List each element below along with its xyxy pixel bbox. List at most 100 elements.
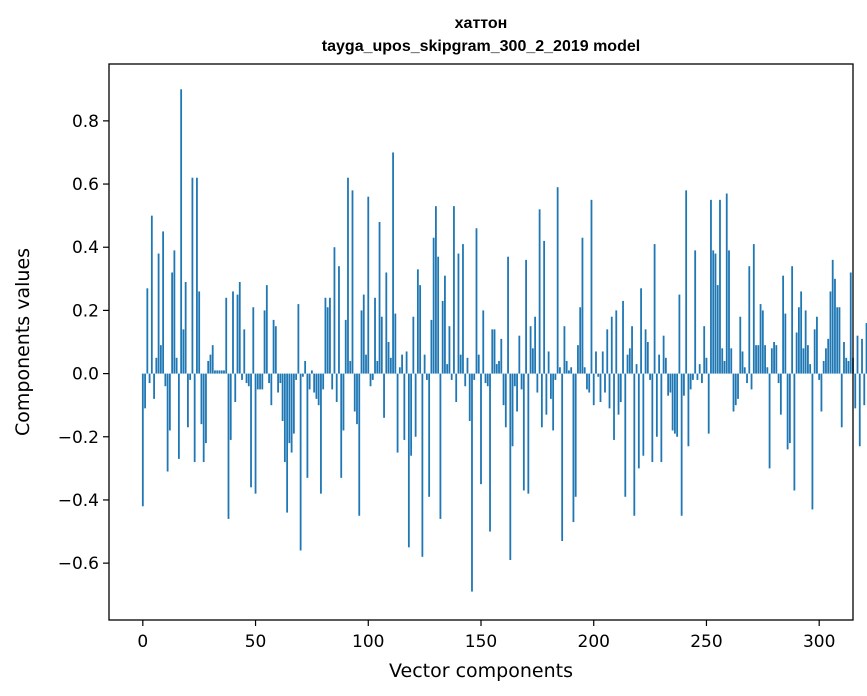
bar-260 <box>728 250 730 374</box>
y-tick-label-7: 0.8 <box>72 112 99 132</box>
bar-93 <box>351 190 354 374</box>
bar-112 <box>394 313 397 374</box>
chart-title: хаттон <box>455 15 508 32</box>
bar-234 <box>669 373 672 393</box>
bar-33 <box>216 370 219 374</box>
x-tick-label-150: 150 <box>465 632 497 652</box>
bar-217 <box>631 326 633 374</box>
bar-65 <box>288 373 291 444</box>
bar-18 <box>182 329 185 374</box>
bar-52 <box>259 373 261 390</box>
bar-287 <box>788 373 791 444</box>
bar-220 <box>637 373 640 469</box>
x-axis-label: Vector components <box>389 660 573 682</box>
bar-78 <box>317 373 320 406</box>
bar-110 <box>389 357 392 374</box>
bar-28 <box>205 373 207 444</box>
bar-24 <box>196 177 198 374</box>
bar-204 <box>601 351 604 374</box>
bar-208 <box>610 316 613 374</box>
bar-124 <box>421 373 424 557</box>
bar-241 <box>685 190 688 374</box>
bar-232 <box>664 357 667 374</box>
bar-165 <box>513 373 516 387</box>
bar-300 <box>818 373 821 380</box>
bar-170 <box>525 259 527 374</box>
bar-246 <box>696 373 699 380</box>
bar-143 <box>464 373 467 387</box>
bar-175 <box>536 373 539 393</box>
bar-26 <box>200 373 203 425</box>
bar-14 <box>173 250 176 374</box>
bar-155 <box>491 329 494 374</box>
bar-279 <box>770 348 773 374</box>
x-tick-label-250: 250 <box>690 632 722 652</box>
bar-185 <box>559 367 561 374</box>
bar-42 <box>236 294 239 374</box>
bar-152 <box>484 373 487 384</box>
bar-313 <box>847 360 850 374</box>
bar-205 <box>604 373 606 393</box>
bar-164 <box>511 373 514 447</box>
bar-192 <box>574 373 577 497</box>
bar-194 <box>579 307 582 374</box>
bar-242 <box>687 373 690 447</box>
bar-85 <box>333 247 336 374</box>
bar-57 <box>270 373 273 406</box>
bar-219 <box>635 364 638 374</box>
bar-126 <box>425 373 428 380</box>
bar-190 <box>570 367 573 374</box>
bar-149 <box>477 354 480 374</box>
x-tick-label-300: 300 <box>803 632 835 652</box>
bar-67 <box>292 373 295 434</box>
bar-189 <box>568 370 570 374</box>
bar-199 <box>590 199 593 374</box>
bar-307 <box>834 278 836 374</box>
bar-306 <box>831 259 834 374</box>
bar-87 <box>338 266 340 374</box>
bar-147 <box>473 373 476 380</box>
bar-118 <box>407 373 410 548</box>
bar-60 <box>277 373 279 393</box>
bar-109 <box>387 342 390 374</box>
bar-153 <box>486 373 489 387</box>
bar-98 <box>362 294 365 374</box>
bar-163 <box>509 373 512 560</box>
bar-162 <box>507 256 509 374</box>
bar-226 <box>651 373 654 463</box>
bar-314 <box>849 272 852 374</box>
bar-171 <box>527 373 530 494</box>
bar-238 <box>678 294 681 374</box>
bar-229 <box>658 354 661 374</box>
bar-37 <box>225 297 228 374</box>
bar-303 <box>825 348 827 374</box>
bar-180 <box>547 351 550 374</box>
bar-54 <box>263 310 266 374</box>
bar-81 <box>324 297 327 374</box>
bar-151 <box>482 310 485 374</box>
bar-48 <box>250 373 252 488</box>
bar-121 <box>414 373 417 437</box>
bar-216 <box>628 348 631 374</box>
x-tick-label-0: 0 <box>137 632 148 652</box>
bar-86 <box>335 373 338 403</box>
bar-16 <box>177 373 180 459</box>
bar-75 <box>311 370 313 374</box>
bar-117 <box>405 351 408 374</box>
bar-270 <box>750 373 753 390</box>
bar-97 <box>360 310 363 374</box>
bar-142 <box>462 244 464 374</box>
bar-184 <box>556 187 559 374</box>
bar-209 <box>613 373 615 440</box>
bar-35 <box>220 370 223 374</box>
bar-148 <box>475 228 478 374</box>
bar-1 <box>144 373 146 409</box>
bar-22 <box>191 177 194 374</box>
bar-261 <box>730 348 733 374</box>
bar-89 <box>342 373 345 431</box>
bar-268 <box>746 373 748 384</box>
bar-56 <box>268 373 270 384</box>
bar-230 <box>660 373 663 463</box>
bar-23 <box>193 373 196 463</box>
